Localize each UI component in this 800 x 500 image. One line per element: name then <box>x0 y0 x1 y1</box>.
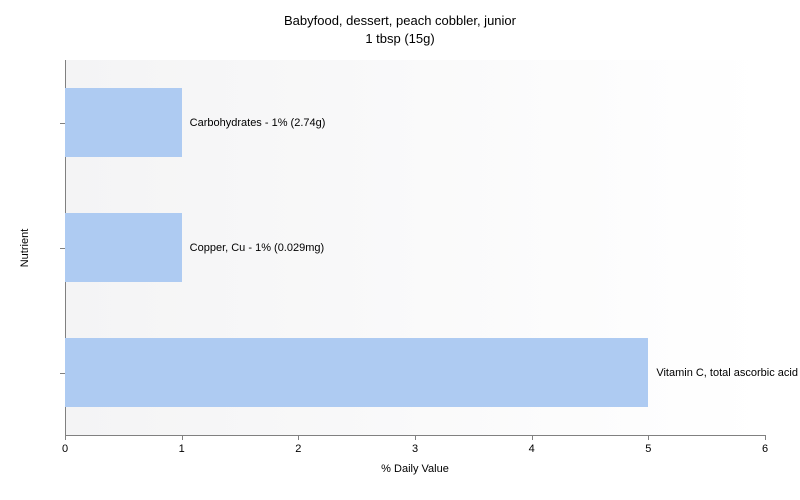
y-axis-title: Nutrient <box>19 228 31 267</box>
x-tick-label: 0 <box>62 443 68 455</box>
bar <box>65 213 182 282</box>
x-axis-title: % Daily Value <box>381 463 449 475</box>
x-tick-label: 3 <box>412 443 418 455</box>
x-tick <box>182 435 183 440</box>
bar-label: Vitamin C, total ascorbic acid - 5% (3.1… <box>656 367 800 379</box>
x-tick <box>298 435 299 440</box>
bar-label: Copper, Cu - 1% (0.029mg) <box>190 242 325 254</box>
x-tick <box>65 435 66 440</box>
chart-title: Babyfood, dessert, peach cobbler, junior… <box>0 0 800 48</box>
x-tick-label: 5 <box>645 443 651 455</box>
bar-label: Carbohydrates - 1% (2.74g) <box>190 117 326 129</box>
title-line-1: Babyfood, dessert, peach cobbler, junior <box>0 12 800 30</box>
x-tick-label: 4 <box>529 443 535 455</box>
x-tick-label: 2 <box>295 443 301 455</box>
chart-container: Babyfood, dessert, peach cobbler, junior… <box>0 0 800 500</box>
x-tick-label: 1 <box>179 443 185 455</box>
x-tick <box>532 435 533 440</box>
title-line-2: 1 tbsp (15g) <box>0 30 800 48</box>
bar <box>65 338 648 407</box>
bar <box>65 88 182 157</box>
x-tick <box>765 435 766 440</box>
x-tick <box>415 435 416 440</box>
x-tick <box>648 435 649 440</box>
x-tick-label: 6 <box>762 443 768 455</box>
